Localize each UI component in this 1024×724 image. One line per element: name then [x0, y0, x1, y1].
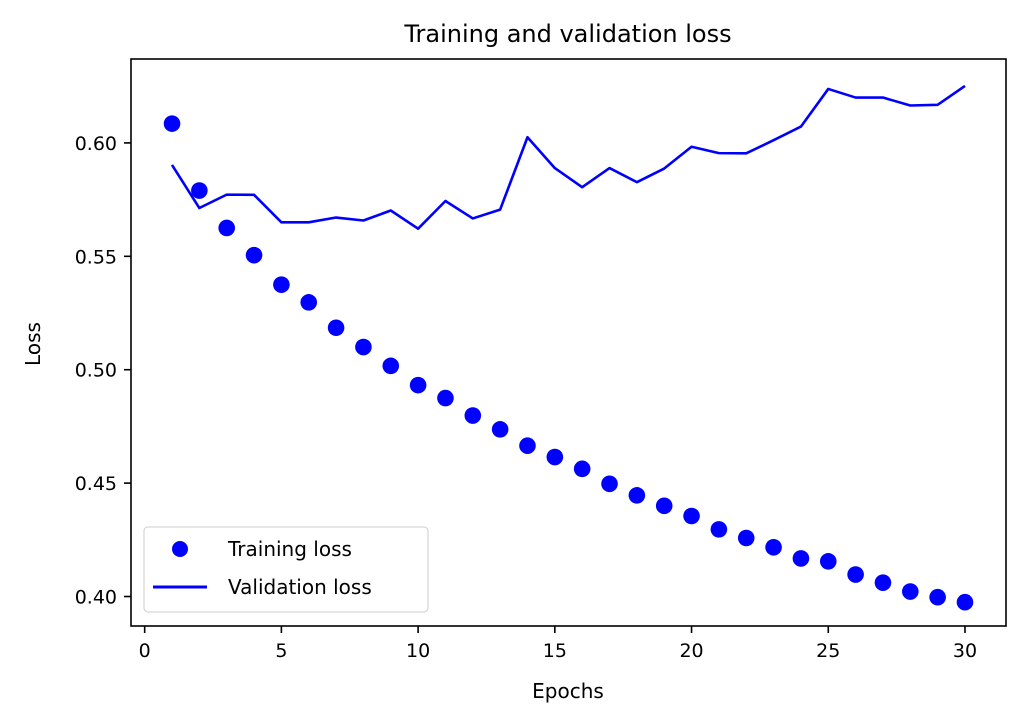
training-loss-point	[956, 593, 974, 611]
training-loss-point	[191, 182, 208, 199]
y-tick-label: 0.50	[75, 360, 117, 382]
training-loss-point	[409, 376, 427, 394]
training-loss-point	[683, 507, 700, 525]
x-tick-label: 0	[139, 640, 151, 662]
x-axis-label: Epochs	[532, 679, 604, 703]
y-tick-label: 0.40	[75, 587, 117, 609]
axes-frame	[130, 58, 1007, 627]
legend-box	[143, 526, 429, 613]
training-loss-point	[655, 497, 673, 515]
legend-label-training: Training loss	[227, 537, 352, 561]
training-loss-point	[382, 357, 400, 375]
training-loss-point	[163, 115, 181, 132]
training-loss-point	[929, 588, 946, 606]
training-loss-point	[491, 421, 509, 438]
training-loss-point	[573, 460, 591, 478]
training-loss-point	[245, 246, 263, 264]
training-loss-point	[601, 475, 618, 493]
training-loss-point	[819, 553, 837, 570]
training-loss-point	[327, 319, 345, 337]
axes: 0 5 10 15 20 25 30 0.40 0.45 0.50 0.55 0.60	[75, 58, 1007, 662]
x-tick-label: 5	[275, 640, 287, 662]
training-loss-point	[437, 389, 454, 407]
training-loss-point	[355, 338, 372, 356]
training-loss-point	[765, 539, 782, 556]
validation-loss-line	[170, 84, 966, 230]
x-tick-label: 25	[816, 640, 840, 662]
y-tick-label: 0.45	[75, 473, 117, 495]
x-tick-label: 30	[953, 640, 977, 662]
x-tick-label: 20	[679, 640, 703, 662]
x-tick-label: 10	[406, 640, 430, 662]
y-axis-label: Loss	[21, 322, 45, 366]
training-loss-point	[628, 487, 646, 504]
training-loss-point	[792, 550, 810, 567]
x-tick-label: 15	[543, 640, 567, 662]
training-loss-point	[218, 219, 235, 237]
training-loss-point	[273, 276, 290, 293]
legend-label-validation: Validation loss	[228, 575, 372, 599]
training-loss-point	[847, 566, 864, 583]
legend-marker-training	[172, 541, 188, 557]
chart-title: Training and validation loss	[403, 20, 731, 48]
y-tick-label: 0.55	[75, 246, 117, 268]
training-loss-point	[464, 407, 482, 424]
training-loss-point	[874, 574, 892, 591]
training-loss-point	[710, 521, 728, 538]
legend: Training loss Validation loss	[143, 526, 429, 613]
training-loss-point	[300, 294, 318, 311]
training-loss-point	[902, 583, 919, 600]
plot-area	[163, 84, 974, 611]
y-tick-label: 0.60	[75, 133, 117, 155]
training-loss-point	[546, 448, 564, 466]
training-loss-point	[737, 529, 755, 547]
training-loss-point	[519, 437, 536, 454]
